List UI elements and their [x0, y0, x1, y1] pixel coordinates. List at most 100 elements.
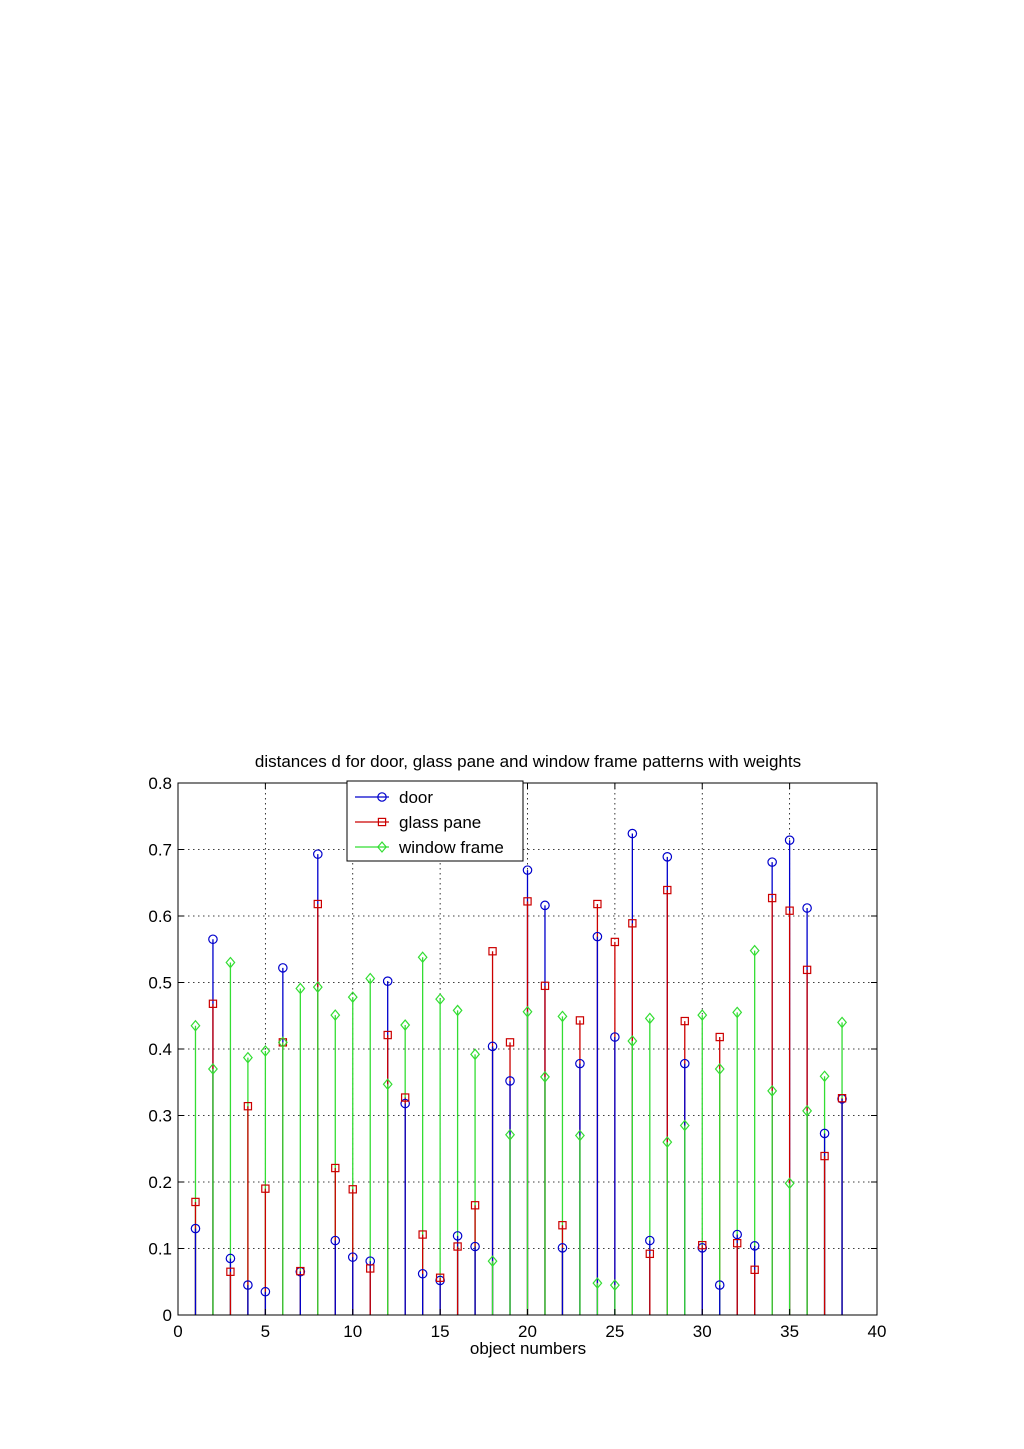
data-point-window-frame	[574, 1129, 585, 1142]
data-point-window-frame	[592, 1277, 603, 1290]
data-point-window-frame	[819, 1070, 830, 1083]
data-point-window-frame	[749, 944, 760, 957]
legend-label-window-frame: window frame	[398, 838, 504, 857]
data-point-glass-pane	[191, 1197, 200, 1207]
data-point-glass-pane	[488, 947, 497, 956]
data-point-glass-pane	[558, 1221, 567, 1230]
data-point-door	[312, 849, 323, 859]
data-point-window-frame	[539, 1070, 550, 1083]
x-tick-label: 40	[868, 1322, 887, 1341]
axes	[177, 782, 878, 1316]
legend-marker-door	[377, 792, 387, 802]
x-tick-label: 0	[173, 1322, 182, 1341]
legend: door glass pane window frame	[346, 780, 524, 862]
data-point-window-frame	[277, 1036, 288, 1049]
data-point-door	[767, 857, 777, 867]
data-point-door	[819, 1128, 830, 1139]
data-point-door	[627, 828, 638, 839]
data-point-glass-pane	[313, 899, 323, 909]
x-tick-label: 15	[431, 1322, 450, 1341]
data-point-window-frame	[487, 1255, 498, 1268]
y-tick-label: 0.2	[148, 1173, 172, 1192]
y-tick-label: 0.6	[148, 907, 172, 926]
y-tick-label: 0.1	[148, 1240, 172, 1259]
data-point-glass-pane	[610, 937, 620, 947]
data-point-glass-pane	[435, 1273, 445, 1282]
legend-entry-glass-pane: glass pane	[355, 813, 481, 832]
data-point-glass-pane	[243, 1101, 253, 1111]
data-point-glass-pane	[732, 1238, 742, 1248]
data-point-window-frame	[330, 1009, 341, 1022]
data-point-door	[208, 934, 218, 945]
data-point-glass-pane	[785, 906, 794, 915]
data-point-glass-pane	[767, 893, 777, 903]
data-point-window-frame	[312, 981, 323, 994]
data-point-door	[784, 835, 795, 845]
data-point-glass-pane	[523, 897, 532, 906]
data-point-glass-pane	[296, 1266, 305, 1276]
legend-entry-window-frame: window frame	[355, 838, 504, 857]
data-point-glass-pane	[348, 1185, 357, 1194]
data-point-glass-pane	[750, 1265, 759, 1274]
legend-marker-window-frame	[377, 841, 387, 853]
data-point-door	[417, 1268, 428, 1279]
data-point-window-frame	[662, 1136, 673, 1149]
data-point-window-frame	[225, 956, 236, 969]
data-point-window-frame	[207, 1063, 218, 1075]
data-point-door	[575, 1058, 585, 1069]
data-point-glass-pane	[645, 1249, 655, 1259]
data-point-door	[470, 1241, 480, 1252]
data-point-door	[714, 1280, 725, 1290]
data-point-glass-pane	[470, 1201, 480, 1210]
stem-series	[190, 828, 848, 1315]
y-tick-label: 0.8	[148, 774, 172, 793]
x-tick-label: 20	[518, 1322, 537, 1341]
y-tick-label: 0.4	[148, 1040, 172, 1059]
data-point-window-frame	[784, 1177, 795, 1190]
data-point-window-frame	[697, 1009, 708, 1022]
data-point-window-frame	[505, 1128, 516, 1141]
legend-entry-door: door	[355, 788, 433, 807]
x-tick-label: 35	[780, 1322, 799, 1341]
data-point-window-frame	[609, 1279, 620, 1292]
data-point-window-frame	[242, 1051, 253, 1064]
data-point-glass-pane	[593, 899, 602, 909]
data-point-glass-pane	[628, 919, 637, 928]
data-point-door	[645, 1235, 655, 1246]
data-point-door	[749, 1241, 760, 1251]
data-point-window-frame	[557, 1010, 568, 1023]
data-point-window-frame	[382, 1078, 393, 1091]
data-point-window-frame	[767, 1084, 778, 1097]
data-point-window-frame	[679, 1119, 690, 1132]
data-point-door	[347, 1252, 358, 1262]
data-point-window-frame	[347, 991, 358, 1004]
data-point-door	[243, 1280, 253, 1290]
y-tick-label: 0	[163, 1306, 172, 1325]
data-point-glass-pane	[698, 1240, 707, 1250]
data-point-door	[732, 1229, 742, 1240]
data-point-glass-pane	[715, 1032, 724, 1042]
data-point-window-frame	[714, 1063, 725, 1075]
data-point-door	[662, 852, 673, 862]
data-point-door	[225, 1253, 236, 1264]
data-point-door	[522, 865, 533, 875]
data-point-door	[400, 1098, 410, 1109]
legend-label-glass-pane: glass pane	[399, 813, 481, 832]
x-tick-label: 5	[261, 1322, 270, 1341]
chart-title: distances d for door, glass pane and win…	[255, 752, 801, 771]
x-tick-label: 25	[605, 1322, 624, 1341]
y-tick-label: 0.3	[148, 1107, 172, 1126]
x-tick-label: 10	[343, 1322, 362, 1341]
data-point-window-frame	[522, 1005, 533, 1018]
x-tick-label: 30	[693, 1322, 712, 1341]
data-point-window-frame	[435, 993, 446, 1006]
data-point-glass-pane	[802, 965, 812, 975]
tick-labels: 0 5 10 15 20 25 30 35 40 0 0.1 0.2 0.3 0.4 0.5 0.6 0.7 0.…	[148, 774, 886, 1341]
data-point-door	[557, 1243, 568, 1253]
data-point-window-frame	[190, 1019, 201, 1032]
data-point-glass-pane	[331, 1163, 340, 1173]
data-point-glass-pane	[383, 1030, 392, 1040]
data-point-window-frame	[470, 1048, 481, 1061]
data-point-door	[802, 903, 812, 913]
